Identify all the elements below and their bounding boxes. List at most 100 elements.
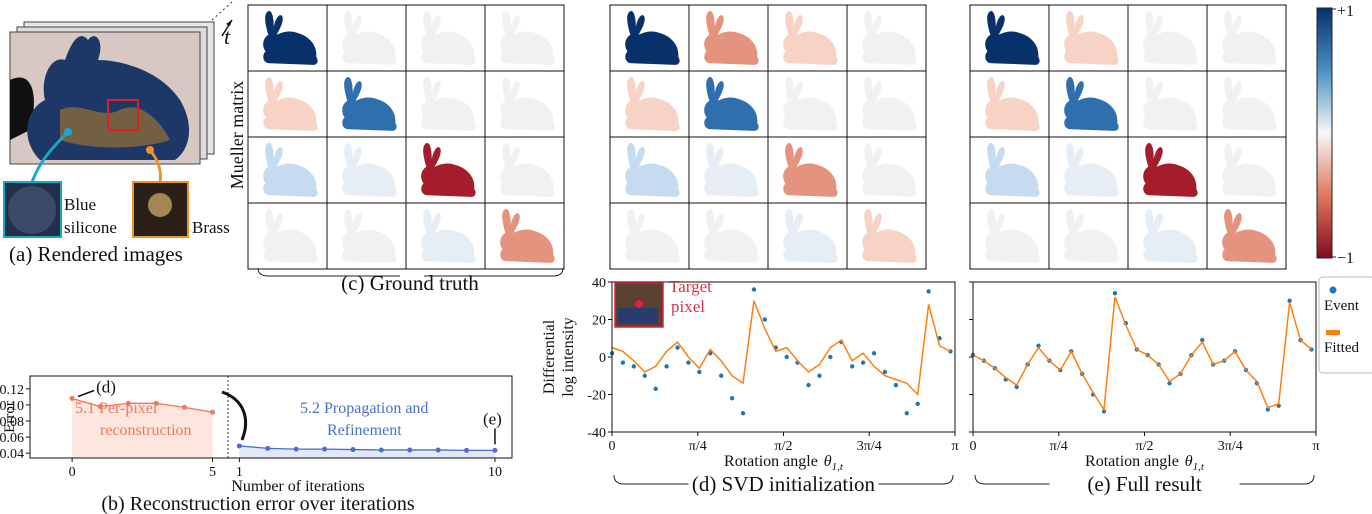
event-point <box>860 360 866 365</box>
point <box>97 404 103 410</box>
x-tick-label: π/2 <box>775 439 793 454</box>
event-point <box>882 369 888 375</box>
brace <box>974 474 1315 485</box>
caption: (c) Ground truth <box>341 271 479 295</box>
plot-frame <box>611 281 956 433</box>
y-tick-label: 20 <box>592 314 606 329</box>
bunny <box>625 76 680 131</box>
event-point <box>806 382 811 388</box>
event-point <box>1287 298 1292 303</box>
annotation: (d) <box>96 378 116 397</box>
point <box>153 400 159 406</box>
y-label: Differential <box>541 319 558 394</box>
x-tick-label: 10 <box>488 465 502 480</box>
bunny <box>704 208 759 263</box>
brass-region <box>60 107 170 148</box>
bunny <box>263 142 318 197</box>
target-pixel <box>635 300 643 308</box>
bunny <box>1064 142 1119 197</box>
bunny <box>263 76 318 131</box>
x-tick-label: 0 <box>609 439 616 454</box>
event-point <box>893 382 899 388</box>
bunny <box>1222 10 1277 65</box>
y-tick-label: 0 <box>599 351 606 366</box>
caption: (a) Rendered images <box>9 242 183 266</box>
x-tick-label: 1 <box>236 465 243 480</box>
link-brass <box>148 149 162 183</box>
fitted-line <box>611 300 951 397</box>
x-label: Rotation angle θ1,t <box>724 453 844 473</box>
event-point <box>762 317 768 322</box>
bunny <box>1222 208 1277 263</box>
event-point <box>1014 384 1019 390</box>
row-label: Mueller matrix <box>227 81 247 189</box>
bunny <box>342 10 397 65</box>
event-point <box>664 364 669 369</box>
time-symbol: t <box>224 24 231 49</box>
stack-dots <box>211 1 233 21</box>
target-inset-blue <box>618 308 658 324</box>
material-label: Brass <box>192 218 230 237</box>
y-tick-label: 0.04 <box>0 447 24 462</box>
bunny <box>263 208 318 263</box>
line <box>239 445 495 452</box>
x-tick-label: 3π/4 <box>857 439 882 454</box>
colorbar-label: +1 <box>1337 3 1354 20</box>
point <box>350 447 356 453</box>
event-point <box>817 373 822 378</box>
bunny <box>783 10 838 65</box>
caption: (b) Reconstruction error over iterations <box>101 493 414 514</box>
x-tick-label: π/4 <box>689 439 707 454</box>
x-tick-label: π/2 <box>1136 439 1154 454</box>
point <box>407 447 413 453</box>
bunny <box>625 142 680 197</box>
annotation: pixel <box>671 297 705 316</box>
bunny <box>783 76 838 131</box>
legend-label: Event <box>1324 298 1360 314</box>
bunny <box>342 142 397 197</box>
arrow <box>77 389 95 398</box>
x-label: Number of iterations <box>231 478 364 495</box>
series-label: 5.1 Per-pixel <box>75 400 158 417</box>
y-tick-label: 0.12 <box>0 383 24 398</box>
x-tick-label: 0 <box>69 465 76 480</box>
legend-swatch <box>1326 330 1340 335</box>
sphere-blue <box>8 186 56 234</box>
point <box>435 447 441 453</box>
bunny <box>421 208 476 263</box>
x-label-text: Rotation angle <box>724 453 818 470</box>
plot-frame <box>29 375 513 459</box>
caption: (d) SVD initialization <box>692 472 876 496</box>
bunny <box>783 208 838 263</box>
fitted-line <box>972 296 1312 412</box>
bunny <box>500 208 555 263</box>
event-point <box>686 360 691 365</box>
bunny <box>500 76 555 131</box>
event-point <box>1265 407 1270 412</box>
x-tick-label: 0 <box>970 439 977 454</box>
point <box>293 446 299 452</box>
bunny <box>862 208 917 263</box>
bunny <box>500 142 555 197</box>
panel-a: t Blue silicone Brass (a) Rendered image… <box>3 1 233 266</box>
area <box>239 445 495 458</box>
bunny <box>421 10 476 65</box>
bunny <box>1143 208 1198 263</box>
bunny <box>1222 142 1277 197</box>
material-label: silicone <box>64 218 117 237</box>
annotation: Target <box>669 277 712 296</box>
point <box>492 447 498 453</box>
y-tick-label: 0.10 <box>0 399 24 414</box>
y-label: Error <box>2 401 18 433</box>
event-point <box>849 364 855 369</box>
event-point <box>1101 409 1107 414</box>
point <box>69 396 75 402</box>
event-point <box>642 373 647 378</box>
x-tick-label: 5 <box>209 465 216 480</box>
x-label: Rotation angle θ1,t <box>1085 453 1205 473</box>
point <box>378 447 384 453</box>
event-point <box>1036 343 1041 348</box>
point <box>125 400 131 406</box>
